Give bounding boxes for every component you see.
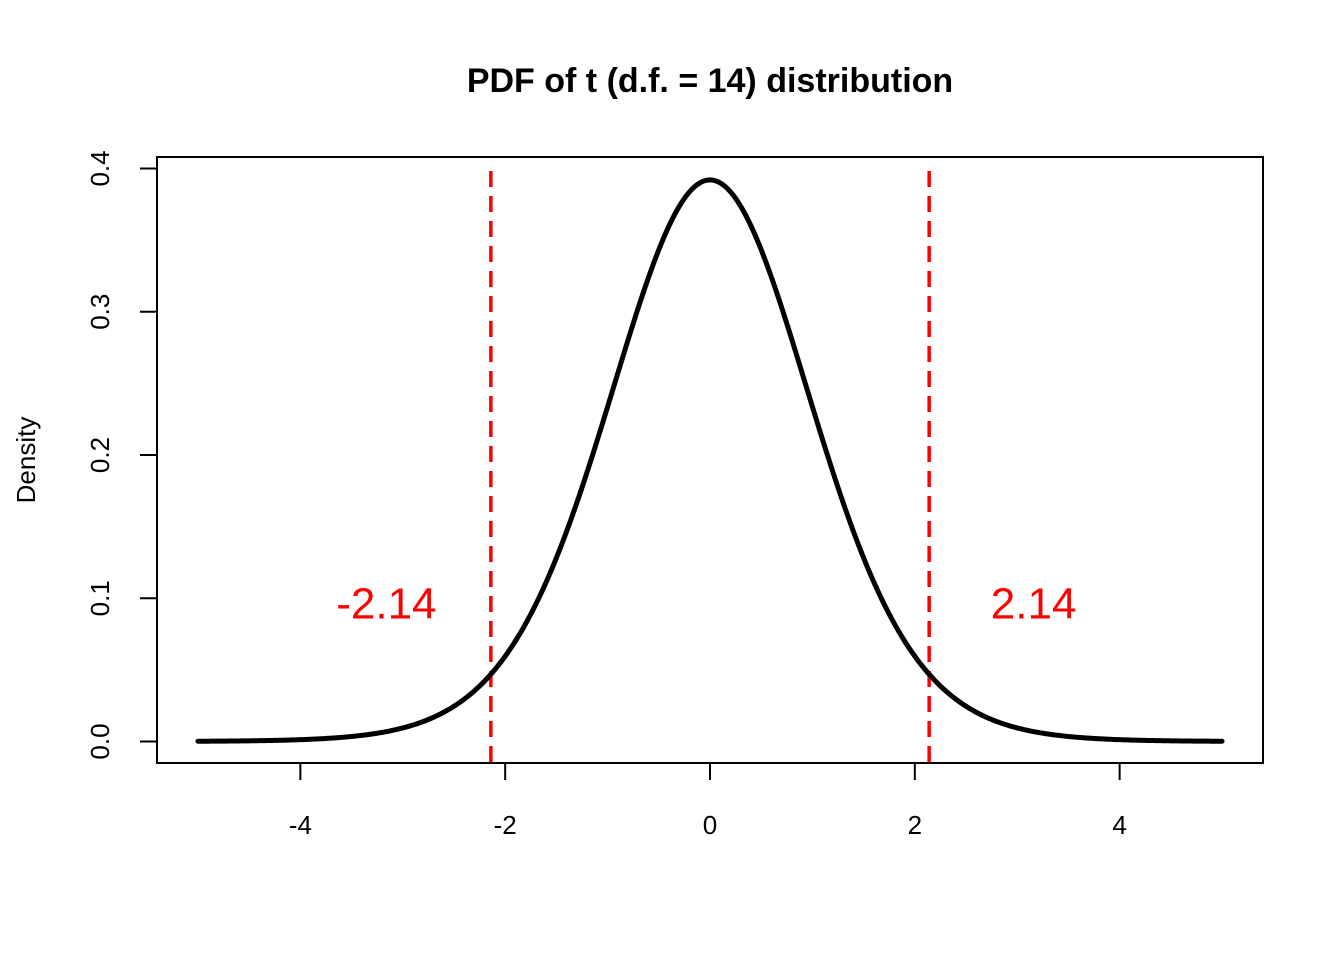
series-layer xyxy=(195,177,1225,744)
critical-value-label: -2.14 xyxy=(336,580,436,629)
reference-lines xyxy=(489,171,931,763)
x-tick-label: 0 xyxy=(703,810,717,840)
x-axis: -4 -2 0 2 4 xyxy=(289,762,1127,840)
plot-frame xyxy=(156,156,1264,764)
chart-title: PDF of t (d.f. = 14) distribution xyxy=(467,62,953,100)
y-tick-label: 0.1 xyxy=(85,580,115,616)
annotation-layer: -2.14 2.14 xyxy=(336,580,1076,629)
x-tick-label: 2 xyxy=(908,810,922,840)
density-curve xyxy=(195,177,1225,744)
y-tick-label: 0.4 xyxy=(85,150,115,186)
y-tick-label: 0.2 xyxy=(85,437,115,473)
critical-value-label: 2.14 xyxy=(991,580,1077,629)
y-axis: 0.0 0.1 0.2 0.3 0.4 xyxy=(85,150,158,760)
x-tick-label: -2 xyxy=(494,810,517,840)
x-tick-label: 4 xyxy=(1112,810,1126,840)
y-tick-label: 0.0 xyxy=(85,723,115,759)
x-tick-label: -4 xyxy=(289,810,312,840)
y-axis-label: Density xyxy=(11,417,41,504)
y-tick-label: 0.3 xyxy=(85,294,115,330)
